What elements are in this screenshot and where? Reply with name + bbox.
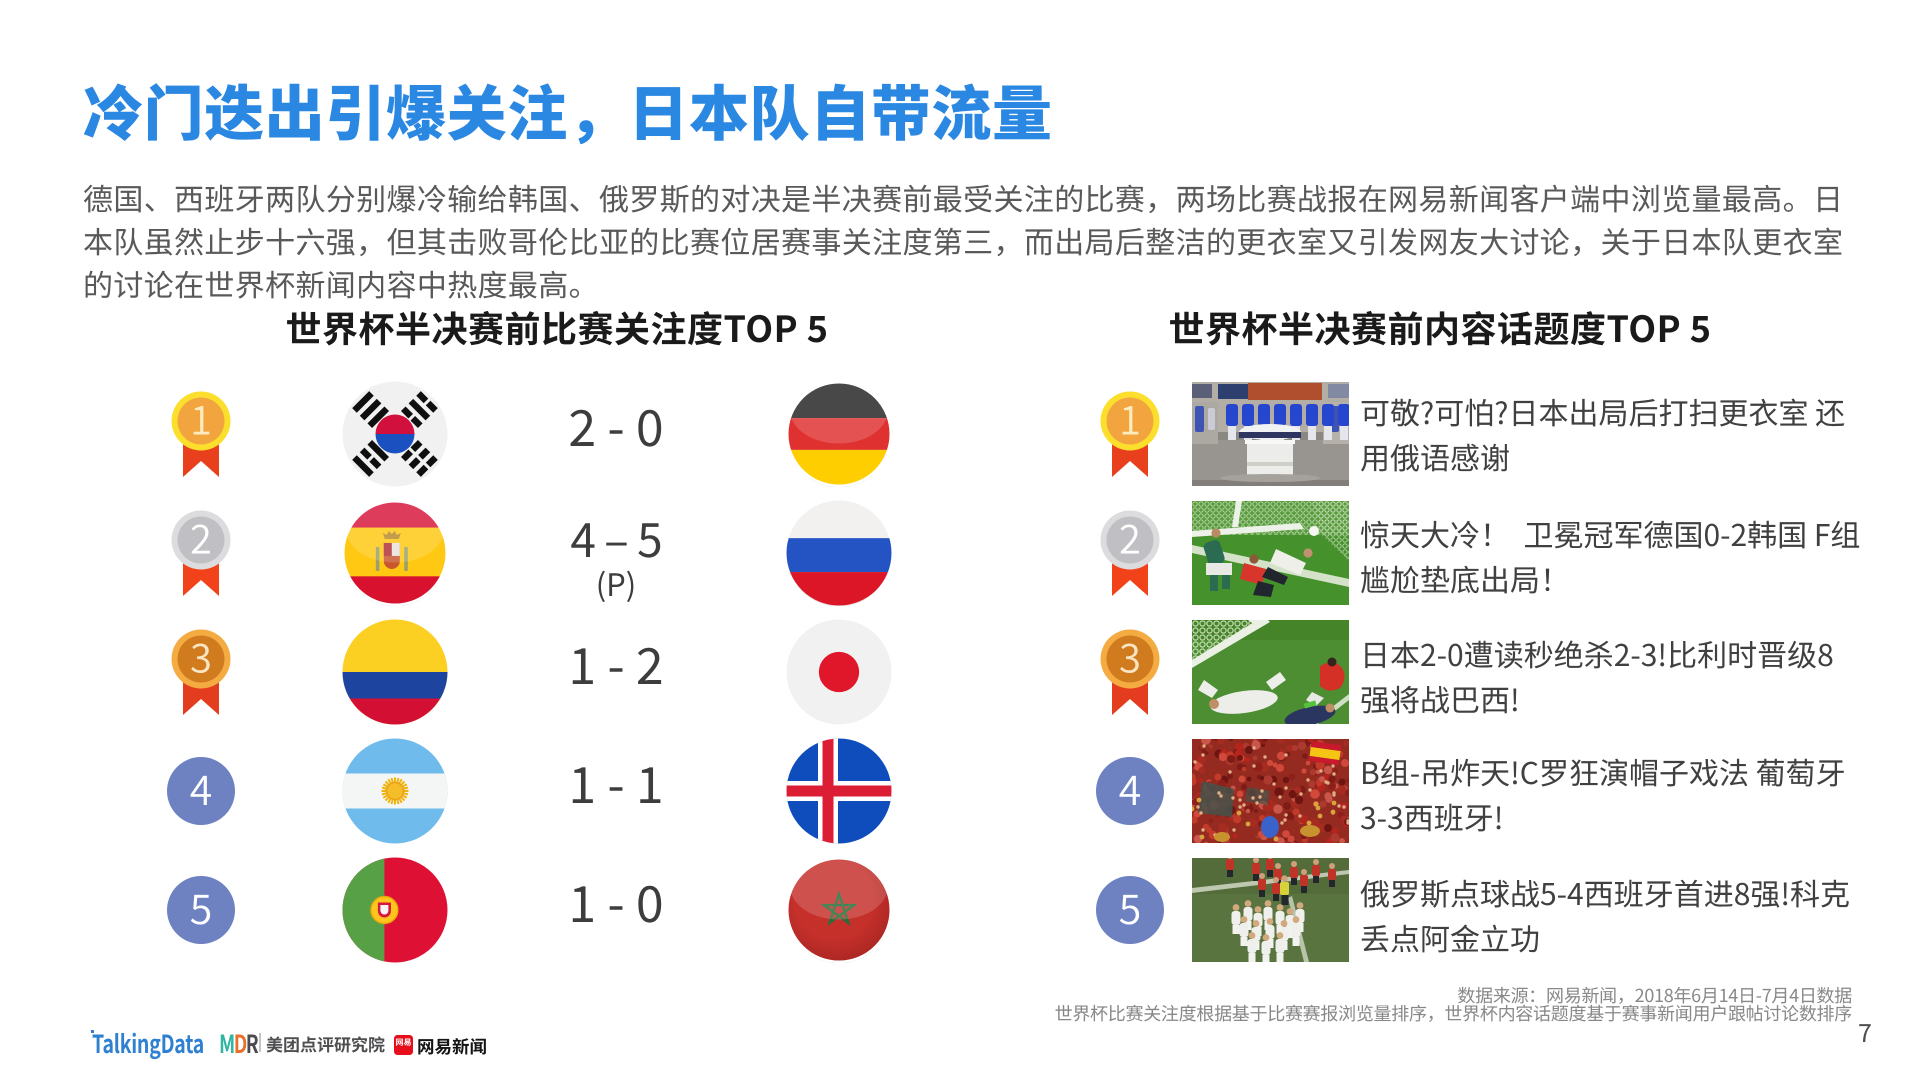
svg-text:5: 5 [190,876,213,936]
svg-text:3: 3 [190,627,212,685]
svg-text:1: 1 [1119,389,1141,447]
svg-text:5: 5 [1119,876,1142,936]
svg-text:4: 4 [190,757,213,817]
svg-text:2: 2 [1119,508,1141,566]
svg-text:1: 1 [190,389,212,447]
svg-text:4: 4 [1119,757,1142,817]
svg-text:2: 2 [190,508,212,566]
svg-text:3: 3 [1119,627,1141,685]
